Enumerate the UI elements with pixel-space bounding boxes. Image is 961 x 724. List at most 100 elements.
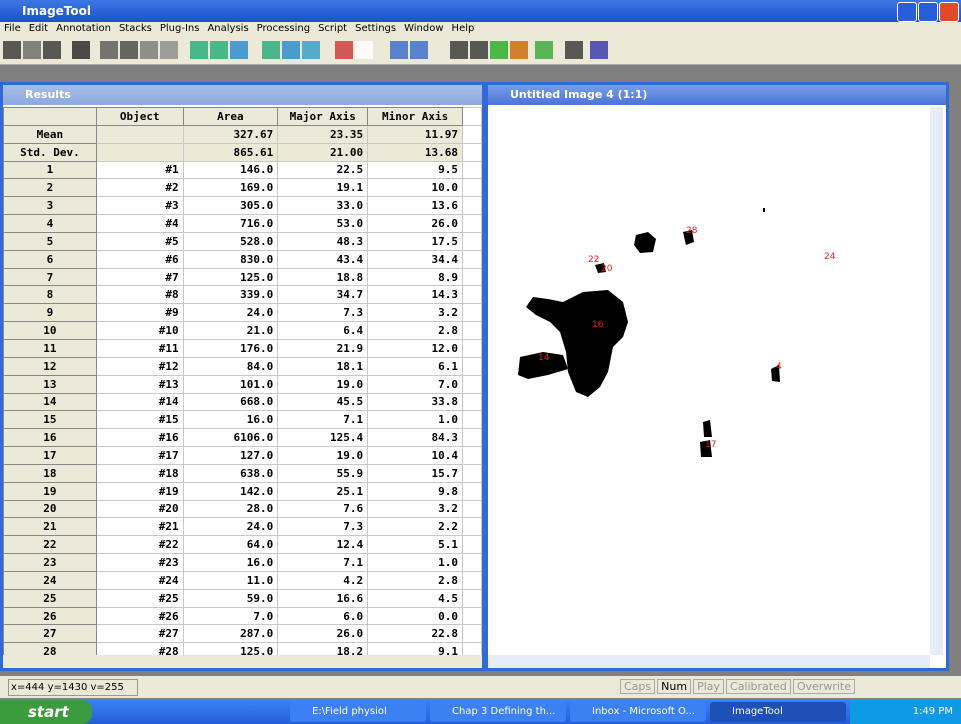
toolbar-button[interactable] (565, 41, 583, 59)
cell: 9.8 (368, 482, 463, 500)
status-indicator: Calibrated (726, 679, 791, 694)
toolbar-button[interactable] (23, 41, 41, 59)
particle-label: 28 (686, 226, 698, 236)
h-scrollbar[interactable] (3, 655, 482, 668)
clock: 1:49 PM (850, 700, 961, 724)
toolbar-button[interactable] (510, 41, 528, 59)
toolbar-button[interactable] (590, 41, 608, 59)
toolbar-button[interactable] (43, 41, 61, 59)
toolbar-button[interactable] (282, 41, 300, 59)
cell: 22.5 (278, 161, 368, 179)
toolbar-button[interactable] (490, 41, 508, 59)
toolbar-button[interactable] (160, 41, 178, 59)
cell: 14.3 (368, 286, 463, 304)
menu-item[interactable]: Edit (29, 23, 48, 34)
cell: 55.9 (278, 464, 368, 482)
cell: #1 (96, 161, 183, 179)
status-indicator: Caps (620, 679, 655, 694)
cell: 716.0 (183, 215, 278, 233)
toolbar-button[interactable] (100, 41, 118, 59)
blobs (518, 208, 780, 457)
toolbar-button[interactable] (72, 41, 90, 59)
toolbar-button[interactable] (302, 41, 320, 59)
filler (463, 322, 482, 340)
cell: 12.4 (278, 536, 368, 554)
row-header: 4 (4, 215, 97, 233)
toolbar-button[interactable] (410, 41, 428, 59)
cell: 127.0 (183, 447, 278, 465)
h-scrollbar[interactable] (488, 655, 930, 668)
cell (96, 125, 183, 143)
menu-item[interactable]: File (4, 23, 21, 34)
toolbar-button[interactable] (140, 41, 158, 59)
menu-item[interactable]: Plug-Ins (160, 23, 200, 34)
status-indicator: Num (657, 679, 691, 694)
cell: 125.0 (183, 268, 278, 286)
menu-item[interactable]: Settings (355, 23, 396, 34)
cell: #7 (96, 268, 183, 286)
screen: ImageTool File Edit Annotation Stacks Plug-I… (0, 0, 961, 724)
particle-label: 4 (776, 362, 782, 372)
menu-item[interactable]: Analysis (207, 23, 248, 34)
menu-bar: File Edit Annotation Stacks Plug-Ins Analysis… (0, 22, 961, 36)
cell: 8.9 (368, 268, 463, 286)
row-header: 12 (4, 357, 97, 375)
toolbar-button[interactable] (210, 41, 228, 59)
menu-item[interactable]: Stacks (119, 23, 152, 34)
v-scrollbar[interactable] (930, 107, 943, 655)
toolbar-button[interactable] (120, 41, 138, 59)
cell: 638.0 (183, 464, 278, 482)
menu-item[interactable]: Processing (257, 23, 310, 34)
cell: #17 (96, 447, 183, 465)
toolbar-button[interactable] (390, 41, 408, 59)
cell: 26.0 (278, 625, 368, 643)
row-header: Mean (4, 125, 97, 143)
row-header: 28 (4, 643, 97, 655)
filler (463, 250, 482, 268)
menu-item[interactable]: Window (404, 23, 443, 34)
window-controls[interactable] (897, 2, 957, 20)
menu-item[interactable]: Script (318, 23, 347, 34)
cell: 7.1 (278, 411, 368, 429)
cell: 4.2 (278, 571, 368, 589)
toolbar-button[interactable] (535, 41, 553, 59)
toolbar-button[interactable] (355, 41, 373, 59)
cell: 4.5 (368, 589, 463, 607)
toolbar-button[interactable] (335, 41, 353, 59)
taskbar-item[interactable]: ImageTool (710, 702, 846, 722)
filler (463, 232, 482, 250)
menu-item[interactable]: Annotation (56, 23, 111, 34)
menu-item[interactable]: Help (452, 23, 475, 34)
toolbar-button[interactable] (470, 41, 488, 59)
toolbar-button[interactable] (230, 41, 248, 59)
filler (463, 215, 482, 233)
cell: 830.0 (183, 250, 278, 268)
toolbar-button[interactable] (262, 41, 280, 59)
start-button[interactable]: start (0, 700, 92, 724)
row-header: 14 (4, 393, 97, 411)
cell: 84.3 (368, 429, 463, 447)
toolbar-button[interactable] (3, 41, 21, 59)
cell: 17.5 (368, 232, 463, 250)
cell: 21.0 (183, 322, 278, 340)
cell: 6.1 (368, 357, 463, 375)
filler (463, 339, 482, 357)
taskbar-item[interactable]: Inbox - Microsoft O... (570, 702, 706, 722)
cell: 1.0 (368, 554, 463, 572)
toolbar-button[interactable] (190, 41, 208, 59)
taskbar-item[interactable]: E:\Field physiol (290, 702, 426, 722)
toolbar-button[interactable] (450, 41, 468, 59)
cell: 7.0 (183, 607, 278, 625)
cell: 3.2 (368, 304, 463, 322)
taskbar-item[interactable]: Chap 3 Defining th... (430, 702, 566, 722)
column-header: Object (96, 108, 183, 126)
